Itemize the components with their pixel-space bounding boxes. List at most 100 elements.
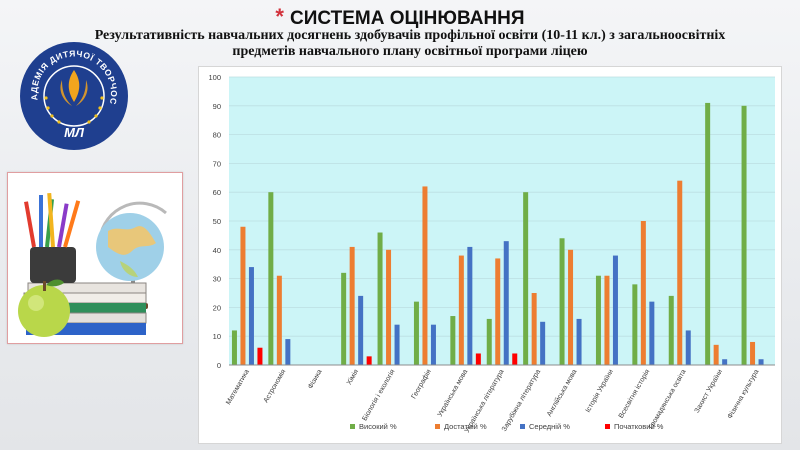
bar bbox=[248, 267, 254, 365]
bar bbox=[486, 318, 492, 365]
bar bbox=[604, 275, 610, 365]
bar bbox=[413, 301, 419, 365]
legend-swatch bbox=[350, 424, 355, 429]
bar bbox=[349, 246, 355, 365]
bar-chart-svg: 0 10 20 30 40 50 60 70 80 90 100 Математика Астроно… bbox=[208, 73, 775, 434]
bar bbox=[713, 344, 719, 365]
academy-logo: АКАДЕМІЯ ДИТЯЧОЇ ТВОРЧОСТІ МЛ bbox=[15, 32, 130, 152]
bar bbox=[467, 246, 473, 365]
academy-logo-emblem: АКАДЕМІЯ ДИТЯЧОЇ ТВОРЧОСТІ МЛ bbox=[15, 32, 128, 150]
bar bbox=[285, 339, 291, 365]
bar bbox=[649, 301, 655, 365]
y-tick-label: 40 bbox=[213, 246, 221, 255]
y-tick-label: 50 bbox=[213, 217, 221, 226]
slide-title-text: СИСТЕМА ОЦІНЮВАННЯ bbox=[289, 8, 525, 29]
subtitle-line-2: предметів навчального плану освітньої пр… bbox=[232, 44, 588, 59]
bar bbox=[268, 192, 274, 365]
x-tick-label: Фізична культура bbox=[726, 368, 761, 420]
legend-label: Високий % bbox=[359, 422, 397, 431]
logo-initials: МЛ bbox=[64, 125, 85, 140]
bar bbox=[240, 226, 246, 365]
apple-icon bbox=[18, 279, 70, 337]
slide-title: * СИСТЕМА ОЦІНЮВАННЯ bbox=[0, 4, 800, 30]
school-supplies-illustration bbox=[18, 192, 167, 337]
x-tick-label: Астрономія bbox=[262, 368, 288, 404]
legend-label: Початковий % bbox=[614, 422, 664, 431]
y-tick-label: 0 bbox=[217, 361, 221, 370]
y-axis-ticks: 0 10 20 30 40 50 60 70 80 90 100 bbox=[208, 73, 221, 370]
y-tick-label: 90 bbox=[213, 102, 221, 111]
legend-label: Середній % bbox=[529, 422, 570, 431]
bar bbox=[386, 249, 392, 365]
bar bbox=[640, 221, 646, 365]
bar bbox=[685, 330, 691, 365]
legend-swatch bbox=[605, 424, 610, 429]
x-tick-label: Хімія bbox=[345, 368, 360, 386]
chart-legend: Високий % Достатній % Середній % Початковий… bbox=[350, 422, 664, 431]
y-tick-label: 70 bbox=[213, 159, 221, 168]
bar bbox=[576, 318, 582, 365]
slide-subtitle: Результативність навчальних досягнень зд… bbox=[55, 28, 765, 60]
bar bbox=[632, 284, 638, 365]
x-tick-label: Біологія і екологія bbox=[361, 368, 397, 422]
school-supplies-photo bbox=[7, 172, 183, 344]
bar bbox=[503, 241, 509, 365]
bar bbox=[450, 316, 456, 365]
x-axis-labels: Математика Астрономія Фізика Хімія Біологія … bbox=[225, 368, 760, 434]
logo-inner-ring bbox=[43, 65, 105, 127]
bar bbox=[458, 255, 464, 365]
flame-right-icon bbox=[76, 80, 88, 106]
logo-stars bbox=[44, 96, 104, 124]
asterisk-icon: * bbox=[275, 4, 284, 29]
bar bbox=[531, 293, 537, 365]
x-tick-label: Математика bbox=[225, 368, 251, 406]
legend-swatch bbox=[520, 424, 525, 429]
bar bbox=[377, 232, 383, 365]
y-tick-label: 80 bbox=[213, 131, 221, 140]
y-tick-label: 10 bbox=[213, 332, 221, 341]
y-tick-label: 60 bbox=[213, 188, 221, 197]
y-tick-label: 30 bbox=[213, 275, 221, 284]
bar bbox=[257, 347, 263, 365]
y-tick-label: 100 bbox=[208, 73, 221, 82]
flame-left-icon bbox=[60, 80, 72, 106]
bar bbox=[677, 180, 683, 365]
x-tick-label: Географія bbox=[410, 368, 433, 400]
x-tick-label: Фізика bbox=[306, 368, 324, 390]
subtitle-line-1: Результативність навчальних досягнень зд… bbox=[94, 28, 726, 43]
x-tick-label: Захист України bbox=[694, 368, 725, 414]
bar bbox=[559, 238, 565, 365]
bar bbox=[523, 192, 529, 365]
bar bbox=[741, 105, 747, 366]
bar bbox=[540, 321, 546, 365]
bar bbox=[668, 295, 674, 365]
bar bbox=[758, 359, 764, 365]
y-tick-label: 20 bbox=[213, 303, 221, 312]
bar bbox=[358, 295, 364, 365]
bar bbox=[341, 272, 347, 365]
bar bbox=[612, 255, 618, 365]
bar bbox=[430, 324, 436, 365]
x-tick-label: Англійська мова bbox=[545, 368, 578, 418]
bar bbox=[750, 341, 756, 365]
bar bbox=[422, 186, 428, 365]
legend-label: Достатній % bbox=[444, 422, 487, 431]
pencils-icon bbox=[24, 192, 81, 283]
bar bbox=[568, 249, 574, 365]
results-chart: 0 10 20 30 40 50 60 70 80 90 100 Математика Астроно… bbox=[198, 66, 782, 444]
bar bbox=[475, 353, 481, 365]
legend-swatch bbox=[435, 424, 440, 429]
x-tick-label: Всесвітня історія bbox=[617, 368, 652, 420]
bar bbox=[595, 275, 601, 365]
flame-icon bbox=[68, 70, 80, 102]
bar bbox=[366, 356, 372, 365]
bar bbox=[705, 102, 711, 366]
bar bbox=[276, 275, 282, 365]
x-tick-label: Історія України bbox=[584, 368, 615, 414]
x-tick-label: Українська мова bbox=[437, 368, 470, 418]
bar bbox=[231, 330, 237, 365]
bar bbox=[722, 359, 728, 365]
bar bbox=[394, 324, 400, 365]
bar bbox=[512, 353, 518, 365]
bars bbox=[231, 102, 764, 366]
